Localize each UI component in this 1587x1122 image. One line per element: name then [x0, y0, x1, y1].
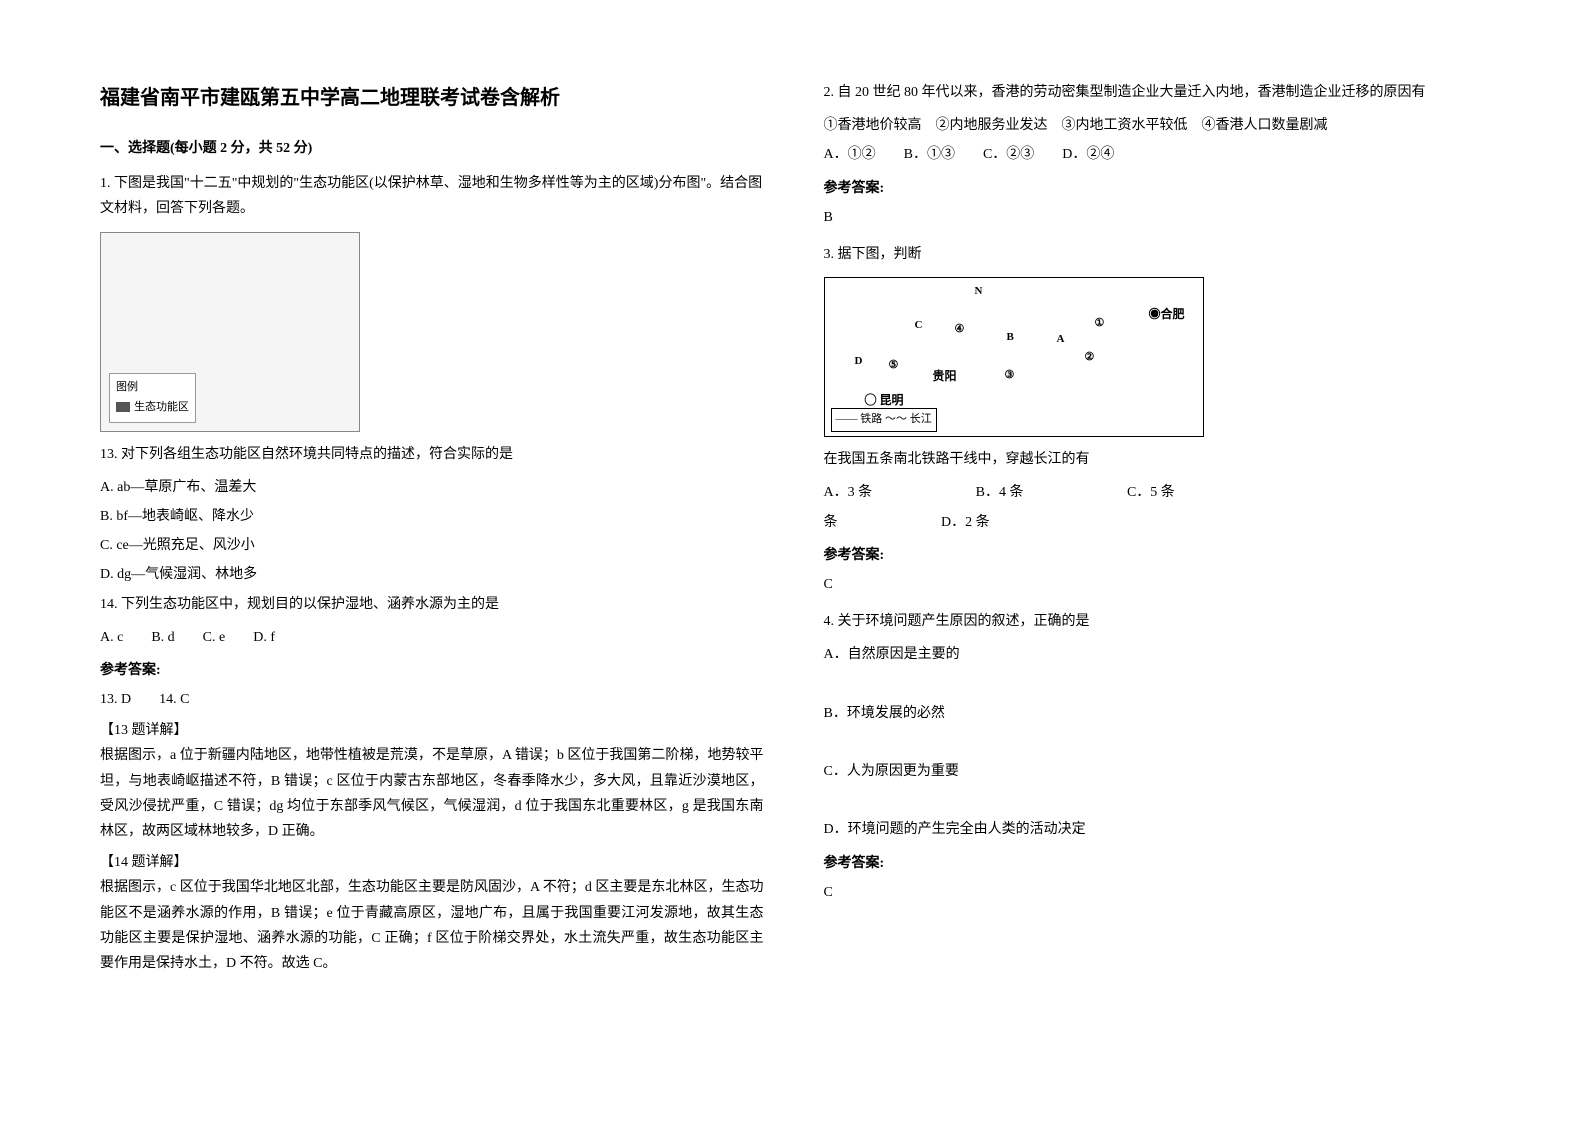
question-3: 3. 据下图，判断 N ◉合肥 贵阳 ◯ 昆明 ① ② ③ ④ ⑤ A B — [824, 242, 1488, 597]
q1-answer: 13. D 14. C — [100, 687, 764, 712]
label-d: D — [855, 352, 863, 372]
q2-answer: B — [824, 205, 1488, 230]
q1-exp13-text: 根据图示，a 位于新疆内陆地区，地带性植被是荒漠，不是草原，A 错误；b 区位于… — [100, 743, 764, 844]
q1-answer-label: 参考答案: — [100, 658, 764, 683]
q3-stem: 3. 据下图，判断 — [824, 242, 1488, 267]
q3-opt-a: A．3 条 — [824, 485, 873, 500]
q1-sub13-opt-c: C. ce—光照充足、风沙小 — [100, 533, 764, 558]
q2-stem: 2. 自 20 世纪 80 年代以来，香港的劳动密集型制造企业大量迁入内地，香港… — [824, 80, 1488, 105]
q4-opt-b: B．环境发展的必然 — [824, 701, 1488, 726]
q1-exp14-header: 【14 题详解】 — [100, 850, 764, 875]
label-b: B — [1007, 328, 1014, 348]
q3-opt-c-cont: 条 — [824, 515, 838, 530]
railway-legend: —— 铁路 ～～ 长江 — [831, 408, 937, 432]
city-guiyang-label: 贵阳 — [933, 369, 957, 383]
q1-intro: 1. 下图是我国"十二五"中规划的"生态功能区(以保护林草、湿地和生物多样性等为… — [100, 171, 764, 221]
q3-opt-d: D．2 条 — [941, 515, 990, 530]
q4-opt-a: A．自然原因是主要的 — [824, 642, 1488, 667]
q1-sub13: 13. 对下列各组生态功能区自然环境共同特点的描述，符合实际的是 — [100, 442, 764, 467]
q4-opt-d: D．环境问题的产生完全由人类的活动决定 — [824, 817, 1488, 842]
q3-options-row1: A．3 条 B．4 条 C．5 条 — [824, 480, 1488, 505]
q1-sub14: 14. 下列生态功能区中，规划目的以保护湿地、涵养水源为主的是 — [100, 592, 764, 617]
q3-opt-b: B．4 条 — [976, 485, 1024, 500]
map-legend: 图例 生态功能区 — [109, 373, 196, 423]
q3-options-row2: 条 D．2 条 — [824, 510, 1488, 535]
city-hefei-label: 合肥 — [1160, 307, 1184, 321]
question-4: 4. 关于环境问题产生原因的叙述，正确的是 A．自然原因是主要的 B．环境发展的… — [824, 609, 1488, 905]
question-1: 1. 下图是我国"十二五"中规划的"生态功能区(以保护林草、湿地和生物多样性等为… — [100, 171, 764, 976]
q1-sub13-opt-a: A. ab—草原广布、温差大 — [100, 475, 764, 500]
q2-statements: ①香港地价较高 ②内地服务业发达 ③内地工资水平较低 ④香港人口数量剧减 — [824, 113, 1488, 138]
city-guiyang: 贵阳 — [933, 366, 957, 388]
city-kunming-label: 昆明 — [880, 393, 904, 407]
label-1: ① — [1095, 314, 1105, 334]
section-1-header: 一、选择题(每小题 2 分，共 52 分) — [100, 136, 764, 161]
q3-opt-c: C．5 条 — [1127, 485, 1175, 500]
q1-sub13-opt-b: B. bf—地表崎岖、降水少 — [100, 504, 764, 529]
q3-answer-label: 参考答案: — [824, 543, 1488, 568]
q1-exp13-header: 【13 题详解】 — [100, 718, 764, 743]
q3-question: 在我国五条南北铁路干线中，穿越长江的有 — [824, 447, 1488, 472]
label-5: ⑤ — [889, 356, 899, 376]
legend-title: 图例 — [116, 378, 189, 398]
q1-sub13-opt-d: D. dg—气候湿润、林地多 — [100, 562, 764, 587]
railway-map-figure: N ◉合肥 贵阳 ◯ 昆明 ① ② ③ ④ ⑤ A B C D —— 铁 — [824, 277, 1204, 437]
city-hefei: ◉合肥 — [1148, 304, 1184, 326]
legend-item-label: 生态功能区 — [134, 401, 189, 413]
q4-stem: 4. 关于环境问题产生原因的叙述，正确的是 — [824, 609, 1488, 634]
label-c: C — [915, 316, 923, 336]
q4-answer: C — [824, 880, 1488, 905]
legend-swatch — [116, 402, 130, 412]
q2-answer-label: 参考答案: — [824, 176, 1488, 201]
q1-exp14-text: 根据图示，c 区位于我国华北地区北部，生态功能区主要是防风固沙，A 不符；d 区… — [100, 875, 764, 976]
legend-item: 生态功能区 — [116, 398, 189, 418]
china-map-figure: 图例 生态功能区 — [100, 232, 360, 432]
question-2: 2. 自 20 世纪 80 年代以来，香港的劳动密集型制造企业大量迁入内地，香港… — [824, 80, 1488, 230]
north-indicator: N — [975, 282, 983, 302]
label-4: ④ — [955, 320, 965, 340]
label-a: A — [1057, 330, 1065, 350]
city-marker-icon: ◉ — [1148, 307, 1160, 321]
exam-title: 福建省南平市建瓯第五中学高二地理联考试卷含解析 — [100, 80, 764, 116]
city-marker-icon: ◯ — [865, 393, 880, 407]
q1-sub14-options: A. c B. d C. e D. f — [100, 625, 764, 650]
label-3: ③ — [1005, 366, 1015, 386]
label-2: ② — [1085, 348, 1095, 368]
q3-answer: C — [824, 572, 1488, 597]
q4-answer-label: 参考答案: — [824, 851, 1488, 876]
q4-opt-c: C．人为原因更为重要 — [824, 759, 1488, 784]
q2-choices: A．①② B．①③ C．②③ D．②④ — [824, 142, 1488, 167]
